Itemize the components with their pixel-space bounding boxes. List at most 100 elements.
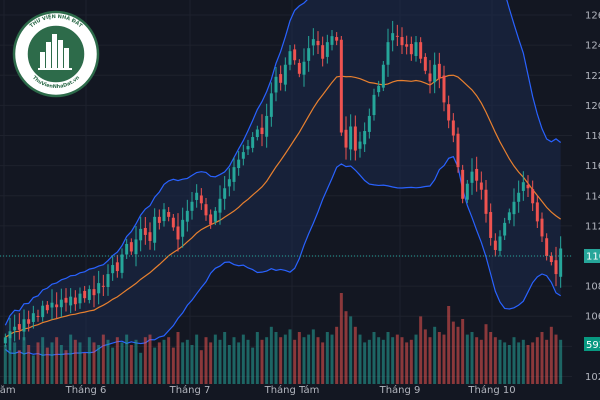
volume-bar xyxy=(400,337,404,384)
y-tick-label: 120 xyxy=(585,101,600,112)
candle xyxy=(451,113,455,143)
candle xyxy=(423,53,427,75)
candle xyxy=(475,156,479,192)
candle-body xyxy=(22,319,26,332)
volume-bar xyxy=(311,329,315,384)
candle xyxy=(36,309,40,322)
candle-body xyxy=(353,126,357,151)
volume-bar xyxy=(316,337,320,384)
volume-bar xyxy=(87,337,91,384)
candle xyxy=(171,213,175,231)
volume-bar xyxy=(493,337,497,384)
volume-bar xyxy=(535,337,539,384)
candle xyxy=(73,290,77,311)
candle xyxy=(45,301,49,314)
candle-body xyxy=(479,182,483,190)
candle xyxy=(92,275,96,308)
candle xyxy=(325,34,329,64)
candle xyxy=(50,289,54,320)
candle-body xyxy=(428,73,432,82)
candle xyxy=(540,212,544,242)
volume-bar xyxy=(321,342,325,384)
candle xyxy=(353,115,357,161)
volume-bar xyxy=(125,334,129,384)
x-axis[interactable]: Năm Tháng 6 Tháng 7 Tháng Tám Tháng 9 Tháng 1… xyxy=(0,384,516,396)
volume-bar xyxy=(237,342,241,384)
candle-body xyxy=(288,51,292,65)
candle-body xyxy=(129,242,133,252)
candle-body xyxy=(153,216,157,243)
candle xyxy=(395,24,399,47)
candle-body xyxy=(213,210,217,222)
candle xyxy=(8,317,12,351)
candle xyxy=(531,180,535,212)
candle xyxy=(414,35,418,62)
volume-bar xyxy=(185,339,189,384)
candle xyxy=(209,209,213,229)
candle xyxy=(503,217,507,240)
volume-bar xyxy=(503,342,507,384)
volume-bar xyxy=(227,345,231,384)
candle-body xyxy=(381,64,385,88)
candle xyxy=(241,144,245,166)
volume-bar xyxy=(36,342,40,384)
candle-body xyxy=(316,40,320,46)
y-tick-label: 126 xyxy=(585,11,600,22)
candle xyxy=(78,287,82,309)
candle xyxy=(265,103,269,148)
candle xyxy=(405,35,409,55)
volume-bar xyxy=(489,332,493,384)
x-tick-label: Tháng Tám xyxy=(264,384,320,396)
volume-bar xyxy=(456,326,460,384)
candle xyxy=(554,246,558,287)
volume-bar xyxy=(475,337,479,384)
volume-bar xyxy=(171,347,175,384)
candle xyxy=(367,108,371,139)
candle-body xyxy=(503,222,507,236)
candle-body xyxy=(489,212,493,238)
volume-bar xyxy=(153,347,157,384)
candle xyxy=(377,80,381,97)
candle-body xyxy=(349,126,353,150)
candle xyxy=(461,164,465,204)
candle-body xyxy=(554,260,558,275)
volume-bar xyxy=(372,332,376,384)
candle xyxy=(386,28,390,77)
candle xyxy=(87,285,91,304)
candle xyxy=(97,270,101,305)
volume-bar xyxy=(111,347,115,384)
candle-body xyxy=(255,129,259,138)
volume-tag: 592 xyxy=(584,337,600,351)
volume-bar xyxy=(470,332,474,384)
candle-body xyxy=(507,212,511,221)
volume-bar xyxy=(293,339,297,384)
candle-body xyxy=(283,64,287,85)
volume-bar xyxy=(55,337,59,384)
volume-bar xyxy=(386,332,390,384)
volume-bar xyxy=(101,334,105,384)
candle xyxy=(297,59,301,78)
volume-bar xyxy=(447,306,451,384)
candle xyxy=(391,20,395,52)
candle-body xyxy=(115,262,119,272)
volume-bar xyxy=(545,339,549,384)
candle-body xyxy=(17,324,21,330)
volume-bar xyxy=(190,345,194,384)
candle-body xyxy=(414,42,418,57)
volume-bar xyxy=(423,329,427,384)
volume-bar xyxy=(176,332,180,384)
candle xyxy=(307,35,311,72)
candle-body xyxy=(279,74,283,83)
volume-bar xyxy=(405,342,409,384)
candle xyxy=(153,208,157,251)
volume-bar xyxy=(143,337,147,384)
candle xyxy=(190,192,194,220)
candle xyxy=(260,114,264,147)
y-tick-label: 102 xyxy=(585,372,600,383)
candle-body xyxy=(456,133,460,168)
volume-bar xyxy=(442,334,446,384)
candle-body xyxy=(559,248,563,277)
candle-body xyxy=(274,76,278,93)
